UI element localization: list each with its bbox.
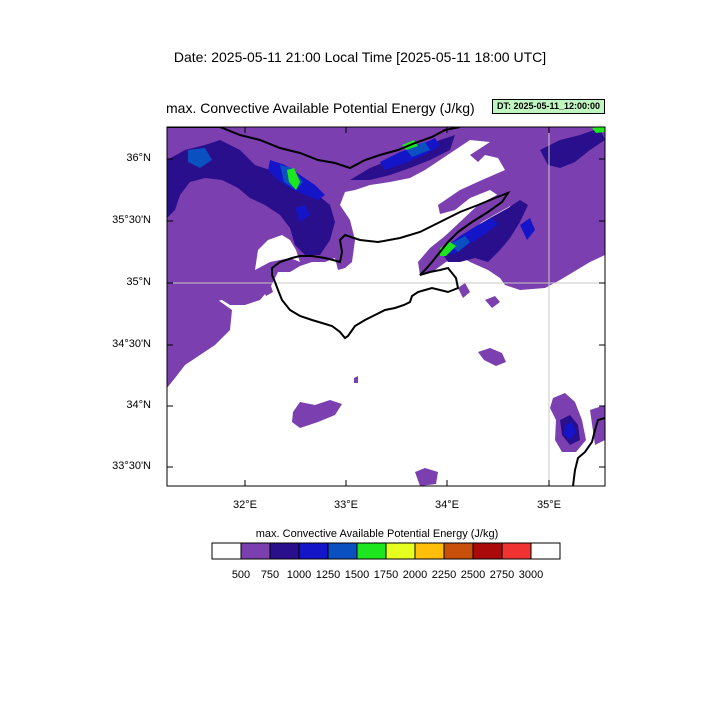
lat-label-34-30n: 34°30'N (112, 338, 151, 350)
cape-blob-6 (485, 296, 500, 308)
coastlines (167, 127, 605, 486)
lon-label-35e: 35°E (537, 499, 561, 511)
colorbar-tick-label: 2250 (431, 569, 457, 581)
colorbar-swatch (530, 542, 561, 560)
lon-label-34e: 34°E (435, 499, 459, 511)
cyprus-coast (271, 190, 511, 340)
colorbar-swatch (240, 542, 271, 560)
cape-blob-2 (415, 468, 438, 486)
colorbar-swatch (298, 542, 329, 560)
cape-blue-5 (520, 218, 535, 240)
colorbar-swatch (327, 542, 358, 560)
colorbar-swatch (414, 542, 445, 560)
colorbar-swatch (269, 542, 300, 560)
lon-label-32e: 32°E (233, 499, 257, 511)
cape-blob-5 (458, 283, 470, 298)
syria-coast (572, 417, 605, 486)
colorbar-tick-label: 1500 (344, 569, 370, 581)
colorbar-title: max. Convective Available Potential Ener… (255, 528, 499, 540)
lat-label-34n: 34°N (126, 399, 151, 411)
plot-title: max. Convective Available Potential Ener… (166, 100, 475, 116)
cape-green-4 (592, 127, 605, 133)
lat-label-35n: 35°N (126, 276, 151, 288)
cape-green-1 (287, 168, 300, 190)
colorbar-swatch (501, 542, 532, 560)
colorbar-tick-label: 1750 (373, 569, 399, 581)
colorbar-swatch (443, 542, 474, 560)
cape-indigo-4 (540, 128, 605, 168)
lat-label-36n: 36°N (126, 152, 151, 164)
colorbar-tick-label: 2000 (402, 569, 428, 581)
colorbar-swatch (211, 542, 242, 560)
cape-indigo-1 (167, 140, 335, 255)
colorbar-swatch (472, 542, 503, 560)
colorbar-swatch (385, 542, 416, 560)
date-title: Date: 2025-05-11 21:00 Local Time [2025-… (173, 49, 547, 65)
cape-green-3 (440, 242, 456, 256)
cape-region-southwest (167, 292, 232, 388)
cape-blue-4 (564, 422, 576, 440)
colorbar-tick-label: 2500 (460, 569, 486, 581)
cape-blob-3 (478, 348, 506, 366)
cape-lightblue-1 (188, 148, 212, 168)
colorbar-tick-label: 500 (231, 569, 251, 581)
colorbar-tick-label: 3000 (518, 569, 544, 581)
colorbar-tick-label: 1000 (286, 569, 312, 581)
colorbar-tick-label: 1250 (315, 569, 341, 581)
lon-label-33e: 33°E (334, 499, 358, 511)
dt-badge: DT: 2025-05-11_12:00:00 (492, 99, 605, 114)
plot-frame (166, 126, 606, 487)
graticule (167, 127, 605, 486)
lat-label-33-30n: 33°30'N (112, 460, 151, 472)
colorbar-tick-label: 750 (260, 569, 280, 581)
lat-label-35-30n: 35°30'N (112, 214, 151, 226)
axis-ticks (167, 127, 605, 486)
turkey-coast (167, 127, 461, 170)
cape-blob-1 (292, 400, 342, 428)
cape-field (167, 127, 605, 486)
colorbar-swatch (356, 542, 387, 560)
colorbar-tick-label: 2750 (489, 569, 515, 581)
colorbar (211, 542, 561, 560)
